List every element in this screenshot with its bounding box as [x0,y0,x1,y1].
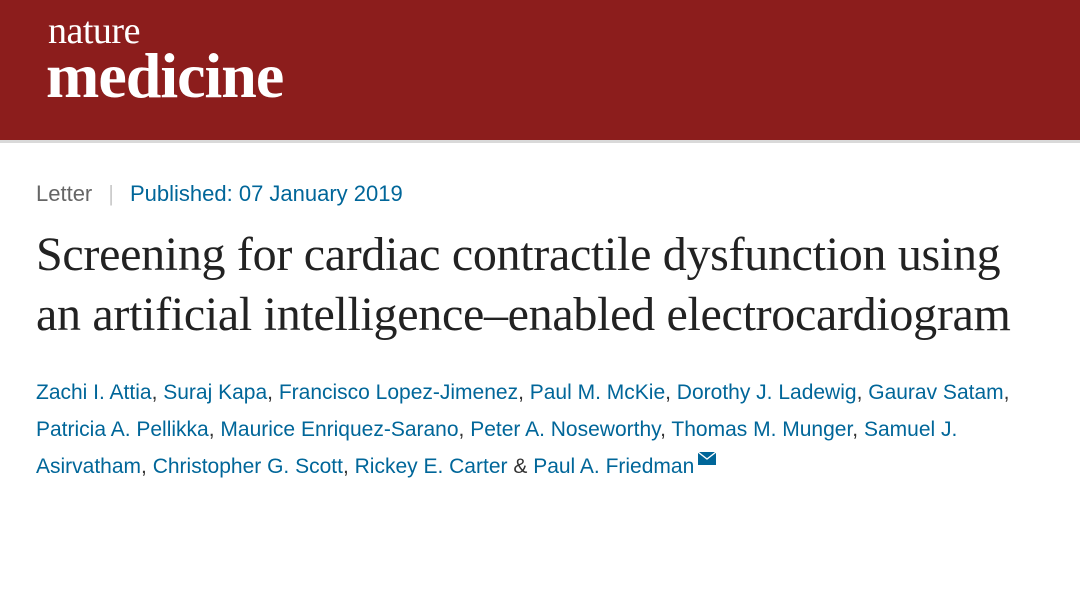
article-meta: Letter | Published: 07 January 2019 [36,181,1044,207]
journal-name-line2: medicine [46,44,1080,108]
author-link[interactable]: Dorothy J. Ladewig [677,381,857,404]
author-link[interactable]: Francisco Lopez-Jimenez [279,381,518,404]
author-separator: , [459,418,471,441]
author-separator: , [141,455,153,478]
published-date: Published: 07 January 2019 [130,181,403,207]
author-link[interactable]: Peter A. Noseworthy [470,418,660,441]
author-link[interactable]: Gaurav Satam [868,381,1003,404]
journal-banner: nature medicine [0,0,1080,143]
article-header: Letter | Published: 07 January 2019 Scre… [0,143,1080,485]
author-link[interactable]: Christopher G. Scott [153,455,343,478]
article-type: Letter [36,181,92,207]
author-list: Zachi I. Attia, Suraj Kapa, Francisco Lo… [36,375,1044,485]
journal-logo[interactable]: nature medicine [46,12,1080,108]
mail-icon[interactable] [698,452,716,465]
author-link[interactable]: Zachi I. Attia [36,381,152,404]
author-link[interactable]: Rickey E. Carter [355,455,508,478]
author-separator: , [665,381,677,404]
author-link[interactable]: Paul A. Friedman [533,455,694,478]
author-separator: & [508,455,534,478]
author-separator: , [857,381,869,404]
author-separator: , [209,418,221,441]
author-separator: , [267,381,279,404]
author-link[interactable]: Paul M. McKie [530,381,665,404]
author-separator: , [518,381,530,404]
author-separator: , [660,418,671,441]
author-link[interactable]: Thomas M. Munger [671,418,852,441]
author-link[interactable]: Suraj Kapa [163,381,267,404]
author-separator: , [852,418,864,441]
meta-divider: | [108,181,114,207]
author-separator: , [152,381,164,404]
author-link[interactable]: Maurice Enriquez-Sarano [220,418,458,441]
author-separator: , [1004,381,1010,404]
author-separator: , [343,455,355,478]
author-link[interactable]: Patricia A. Pellikka [36,418,209,441]
article-title: Screening for cardiac contractile dysfun… [36,225,1044,345]
